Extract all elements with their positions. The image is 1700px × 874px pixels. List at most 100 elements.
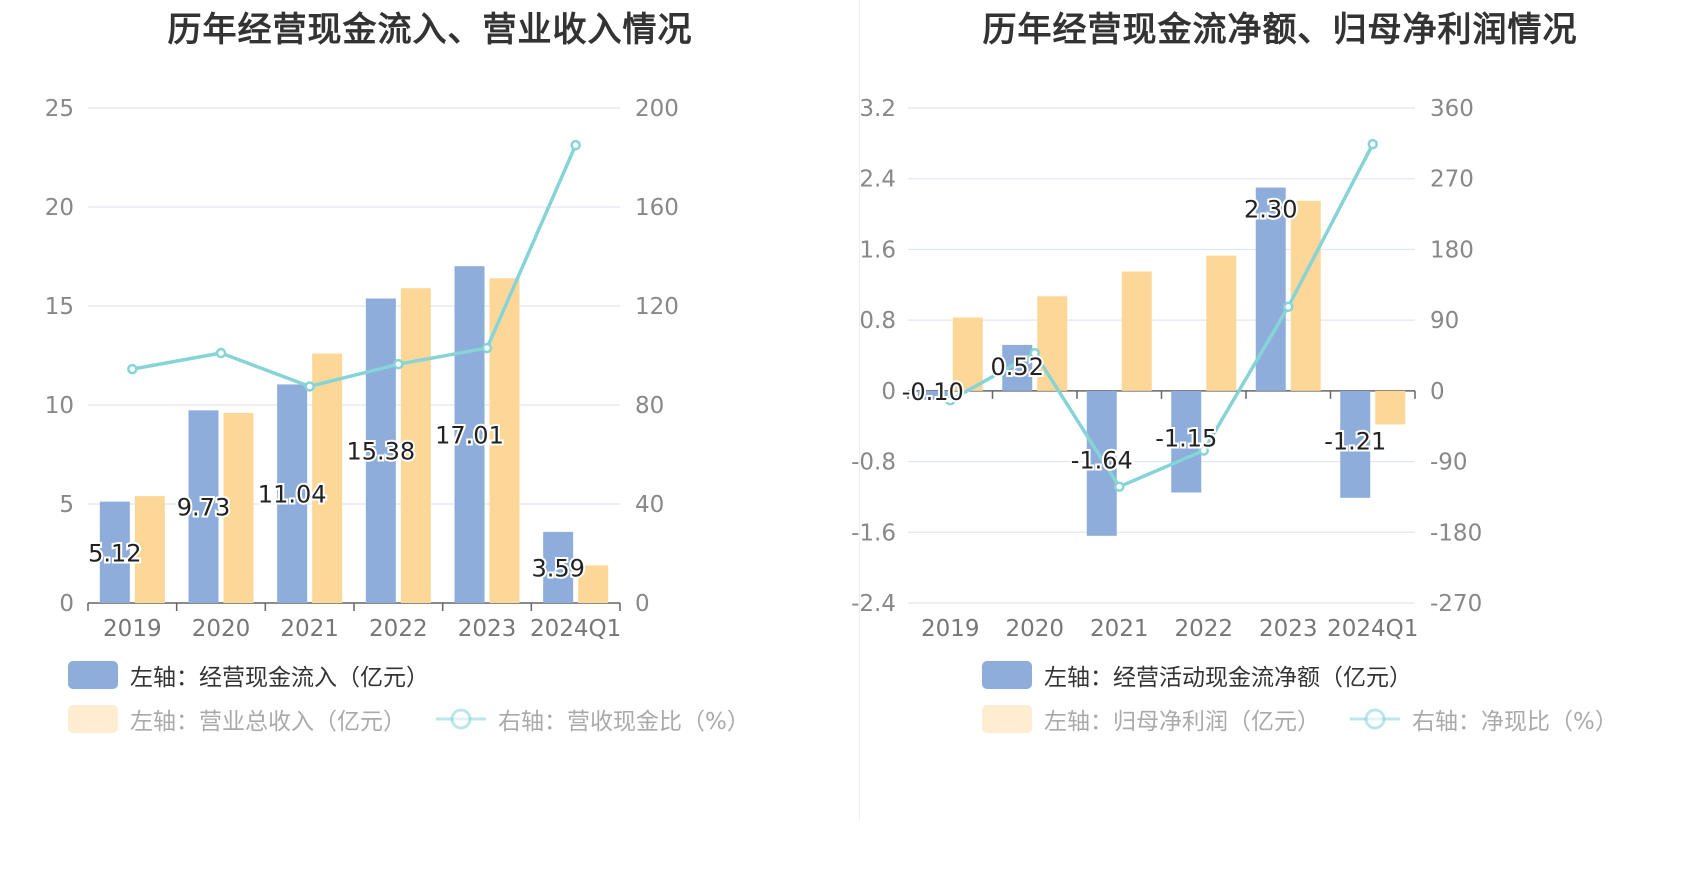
cash-inflow-revenue-chart: 0 5 10 15 20 25 0 40 80 120 160 200 2019 2020 2021 2022… — [45, 96, 679, 642]
x-axis-tick-label: 2024Q1 — [1327, 616, 1418, 642]
left-axis-tick-label: 20 — [45, 195, 74, 221]
bar-data-label: 9.73 — [177, 494, 230, 522]
ratio-line-point — [1114, 481, 1125, 492]
left-axis-tick-label: -2.4 — [851, 591, 896, 617]
legend-line-swatch — [1350, 705, 1400, 733]
right-axis-tick-label: 200 — [635, 96, 679, 122]
legend-item[interactable]: 左轴：经营活动现金流净额（亿元） — [982, 658, 1412, 692]
primary-bar — [1340, 390, 1371, 498]
legend-line-circle — [1364, 708, 1386, 730]
bar-data-label: 3.59 — [531, 554, 584, 582]
legend-label: 左轴：营业总收入（亿元） — [130, 709, 406, 735]
left-axis-tick-label: 1.6 — [859, 237, 896, 263]
legend-bar-swatch — [68, 705, 118, 733]
ratio-line-point — [393, 358, 404, 370]
left-axis-tick-label: 15 — [45, 294, 74, 320]
ratio-line — [949, 143, 1375, 489]
legend-row: 左轴：经营现金流入（亿元） — [68, 658, 459, 692]
right-axis-tick-label: 360 — [1430, 96, 1474, 122]
x-axis-tick-label: 2024Q1 — [530, 616, 621, 642]
primary-bar — [1171, 390, 1202, 493]
primary-bar — [454, 266, 485, 603]
primary-bar — [365, 298, 396, 603]
x-axis-tick-label: 2020 — [192, 616, 251, 642]
primary-bar — [1086, 390, 1117, 536]
x-axis-tick-label: 2022 — [1174, 616, 1233, 642]
bar-data-label: -0.10 — [902, 378, 964, 406]
left-axis-tick-label: 2.4 — [859, 167, 896, 193]
legend-item[interactable]: 左轴：经营现金流入（亿元） — [68, 658, 429, 692]
x-axis-tick-label: 2023 — [1259, 616, 1318, 642]
bar-data-label: -1.15 — [1155, 425, 1217, 453]
legend-item[interactable]: 右轴：营收现金比（%） — [436, 702, 750, 736]
primary-bar — [917, 390, 948, 400]
right-axis-tick-label: 80 — [635, 393, 664, 419]
left-axis-tick-label: 10 — [45, 393, 74, 419]
bar-data-label: 5.12 — [88, 539, 141, 567]
left-axis-tick-label: 5 — [59, 492, 74, 518]
x-axis-tick-label: 2020 — [1005, 616, 1064, 642]
legend-row: 左轴：营业总收入（亿元） 右轴：营收现金比（%） — [68, 702, 780, 736]
secondary-bar — [1375, 390, 1406, 425]
right-axis-tick-label: -270 — [1430, 591, 1482, 617]
primary-bar — [188, 410, 219, 603]
legend-line-swatch — [436, 705, 486, 733]
bar-data-label: -1.21 — [1324, 427, 1386, 455]
chart-title: 历年经营现金流净额、归母净利润情况 — [982, 10, 1578, 50]
chart-title: 历年经营现金流入、营业收入情况 — [167, 10, 693, 50]
legend-bar-swatch — [982, 661, 1032, 689]
ratio-line-point — [1029, 347, 1040, 359]
secondary-bar — [134, 496, 165, 603]
legend-item[interactable]: 左轴：归母净利润（亿元） — [982, 702, 1320, 736]
legend-label: 左轴：经营活动现金流净额（亿元） — [1044, 665, 1412, 691]
legend-row: 左轴：经营活动现金流净额（亿元） — [982, 658, 1442, 692]
primary-bar — [277, 384, 308, 603]
bar-data-label: 17.01 — [435, 422, 504, 450]
right-axis-tick-label: -180 — [1430, 520, 1482, 546]
legend-item[interactable]: 左轴：营业总收入（亿元） — [68, 702, 406, 736]
legend-label: 右轴：净现比（%） — [1412, 709, 1618, 735]
secondary-bar — [952, 317, 983, 391]
secondary-bar — [223, 412, 254, 603]
right-axis-tick-label: -90 — [1430, 450, 1468, 476]
x-axis-tick-label: 2019 — [921, 616, 980, 642]
bar-data-label: 2.30 — [1244, 196, 1297, 224]
ratio-line-point — [1367, 138, 1378, 150]
legend-line-marker — [1350, 708, 1400, 730]
legend-line-circle — [450, 708, 472, 730]
right-axis-tick-label: 120 — [635, 294, 679, 320]
left-axis-tick-label: -1.6 — [851, 520, 896, 546]
right-axis-tick-label: 0 — [1430, 379, 1445, 405]
legend-item[interactable]: 右轴：净现比（%） — [1350, 702, 1618, 736]
ratio-line-point — [304, 381, 315, 392]
x-axis-tick-label: 2021 — [280, 616, 339, 642]
bar-data-label: -1.64 — [1071, 446, 1133, 474]
x-axis-tick-label: 2022 — [369, 616, 428, 642]
right-axis-tick-label: 180 — [1430, 237, 1474, 263]
secondary-bar — [1037, 296, 1068, 391]
left-axis-tick-label: -0.8 — [851, 450, 896, 476]
secondary-bar — [1206, 255, 1237, 391]
bar-data-label: 11.04 — [258, 481, 327, 509]
panel-divider — [859, 0, 860, 820]
net-cash-profit-panel: 历年经营现金流净额、归母净利润情况 -2.4 -1.6 -0.8 0 0.8 1.6 2.4… — [851, 0, 1700, 874]
legend-bar-swatch — [982, 705, 1032, 733]
ratio-line-point — [945, 395, 956, 406]
secondary-bar — [1121, 271, 1152, 391]
ratio-line — [132, 144, 578, 389]
cash-inflow-revenue-panel: 历年经营现金流入、营业收入情况 0 5 10 15 20 25 0 40 80 120 160 200… — [45, 10, 780, 736]
legend-line-marker — [436, 708, 486, 730]
left-axis-tick-label: 0.8 — [859, 308, 896, 334]
ratio-line-point — [1198, 445, 1209, 456]
ratio-line-point — [215, 347, 227, 359]
left-axis-tick-label: 0 — [59, 591, 74, 617]
net-cash-profit-chart: -2.4 -1.6 -0.8 0 0.8 1.6 2.4 3.2 -270 -180 -90 0 90 1… — [851, 96, 1482, 642]
right-axis-tick-label: 270 — [1430, 167, 1474, 193]
ratio-line-point — [127, 363, 138, 375]
ratio-line-point — [481, 342, 493, 354]
legend-label: 右轴：营收现金比（%） — [498, 709, 750, 735]
x-axis-tick-label: 2021 — [1090, 616, 1149, 642]
right-axis-tick-label: 90 — [1430, 308, 1459, 334]
x-axis-tick-label: 2023 — [458, 616, 517, 642]
left-axis-tick-label: 0 — [881, 379, 896, 405]
